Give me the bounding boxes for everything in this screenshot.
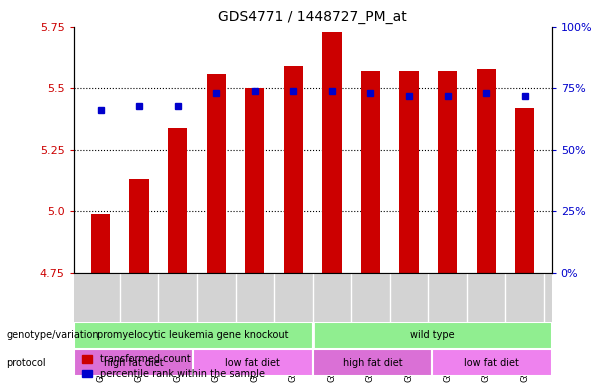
Bar (313, 322, 552, 349)
Text: wild type: wild type (410, 330, 454, 340)
Text: high fat diet: high fat diet (343, 358, 402, 367)
Bar (361, 71, 380, 273)
Bar (515, 108, 535, 273)
Bar (245, 88, 264, 273)
Bar (129, 179, 149, 273)
Text: protocol: protocol (6, 358, 46, 367)
Bar (313, 349, 432, 376)
Bar (284, 66, 303, 273)
Bar (74, 349, 193, 376)
Bar (438, 71, 457, 273)
Text: high fat diet: high fat diet (104, 358, 163, 367)
Bar (400, 71, 419, 273)
Text: promyelocytic leukemia gene knockout: promyelocytic leukemia gene knockout (97, 330, 289, 340)
Bar (476, 69, 496, 273)
Title: GDS4771 / 1448727_PM_at: GDS4771 / 1448727_PM_at (218, 10, 407, 25)
Bar (322, 32, 341, 273)
Text: low fat diet: low fat diet (465, 358, 519, 367)
Bar (193, 349, 313, 376)
Text: genotype/variation: genotype/variation (6, 330, 99, 340)
Text: low fat diet: low fat diet (226, 358, 280, 367)
Legend: transformed count, percentile rank within the sample: transformed count, percentile rank withi… (78, 350, 268, 383)
Bar (207, 74, 226, 273)
Bar (432, 349, 552, 376)
Bar (74, 322, 313, 349)
Bar (91, 214, 110, 273)
Bar (168, 127, 188, 273)
